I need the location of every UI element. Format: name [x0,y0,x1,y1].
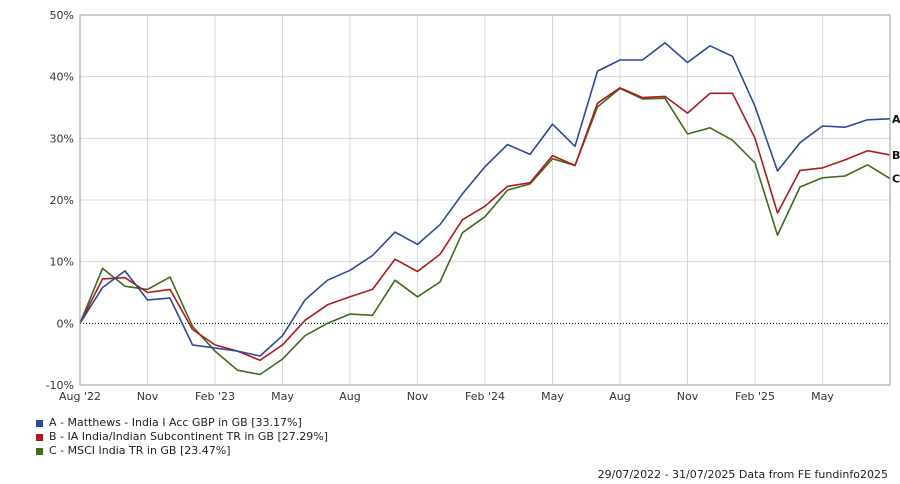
y-tick-label: 30% [50,132,74,145]
x-tick-label: May [541,390,564,403]
legend-item-b: B - IA India/Indian Subcontinent TR in G… [36,430,328,444]
series-line-a [79,41,891,357]
legend-swatch-c [36,447,43,455]
x-tick-label: Aug [609,390,630,403]
grid-lines [79,15,890,385]
legend: A - Matthews - India I Acc GBP in GB [33… [36,416,328,458]
y-tick-label: 50% [50,9,74,22]
x-tick-label: Feb '25 [735,390,775,403]
plot-frame [79,14,891,386]
y-tick-label: -10% [46,379,74,392]
x-tick-label: Nov [677,390,699,403]
x-tick-label: Aug '22 [59,390,101,403]
x-axis-tick-labels: Aug '22 Nov Feb '23 May Aug Nov Feb '24 May Aug N… [59,390,834,403]
end-label-a: A [892,113,900,126]
y-tick-label: 20% [50,194,74,207]
end-label-c: C [892,173,900,186]
chart-footer: 29/07/2022 - 31/07/2025 Data from FE fun… [597,468,888,481]
line-chart: -10% 0% 10% 20% 30% 40% 50% Aug '22 Nov Feb '23 M… [46,9,900,403]
x-tick-label: Feb '23 [195,390,235,403]
x-tick-label: Nov [407,390,429,403]
y-tick-label: 0% [57,317,74,330]
y-tick-label: 40% [50,71,74,84]
end-label-b: B [892,149,900,162]
legend-item-c: C - MSCI India TR in GB [23.47%] [36,444,328,458]
x-tick-label: May [271,390,294,403]
series-line-c [79,87,891,376]
series-end-labels: A BC [892,113,900,186]
y-axis-tick-labels: -10% 0% 10% 20% 30% 40% 50% [46,9,74,392]
x-tick-label: Nov [137,390,159,403]
legend-label-a: A - Matthews - India I Acc GBP in GB [33… [49,416,302,429]
legend-label-c: C - MSCI India TR in GB [23.47%] [49,444,231,457]
x-tick-label: Feb '24 [465,390,505,403]
series-line-b [79,87,891,362]
x-tick-label: May [811,390,834,403]
legend-swatch-b [36,433,43,441]
x-tick-label: Aug [339,390,360,403]
legend-label-b: B - IA India/Indian Subcontinent TR in G… [49,430,328,443]
y-tick-label: 10% [50,256,74,269]
series-lines [79,41,891,376]
legend-swatch-a [36,419,43,427]
legend-item-a: A - Matthews - India I Acc GBP in GB [33… [36,416,328,430]
